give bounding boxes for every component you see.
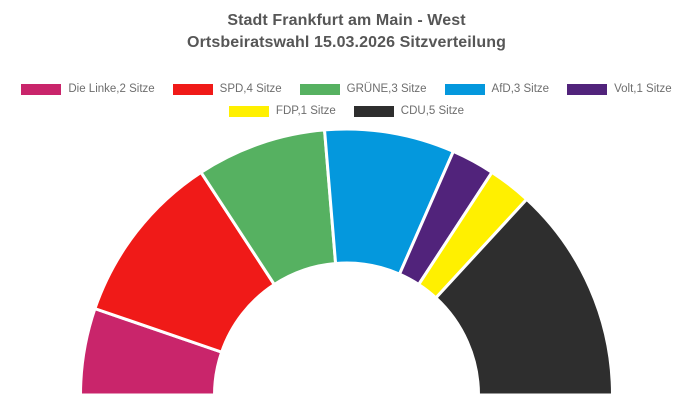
- legend-swatch-icon-fdp: [228, 105, 269, 117]
- legend-row-2: FDP,1 Sitze CDU,5 Sitze: [0, 100, 693, 122]
- legend-swatch-icon-cdu: [353, 105, 394, 117]
- chart-title-line-2: Ortsbeiratswahl 15.03.2026 Sitzverteilun…: [187, 34, 506, 51]
- legend-item-gruene[interactable]: GRÜNE,3 Sitze: [299, 82, 427, 95]
- chart-title: Stadt Frankfurt am Main - West Ortsbeira…: [0, 10, 693, 54]
- legend-swatch-icon-die-linke: [21, 83, 62, 95]
- legend-item-afd[interactable]: AfD,3 Sitze: [444, 82, 550, 95]
- legend-label-fdp: FDP,1 Sitze: [275, 104, 336, 117]
- seat-arc-slice-cdu[interactable]: [434, 197, 614, 397]
- legend-item-fdp[interactable]: FDP,1 Sitze: [228, 104, 336, 117]
- legend-row-1: Die Linke,2 Sitze SPD,4 Sitze GRÜNE,3 Si…: [0, 78, 693, 100]
- legend-label-gruene: GRÜNE,3 Sitze: [346, 82, 427, 95]
- chart-legend: Die Linke,2 Sitze SPD,4 Sitze GRÜNE,3 Si…: [0, 78, 693, 122]
- legend-label-spd: SPD,4 Sitze: [219, 82, 282, 95]
- legend-item-volt[interactable]: Volt,1 Sitze: [567, 82, 672, 95]
- legend-label-cdu: CDU,5 Sitze: [400, 104, 465, 117]
- legend-item-cdu[interactable]: CDU,5 Sitze: [353, 104, 465, 117]
- legend-label-afd: AfD,3 Sitze: [491, 82, 550, 95]
- legend-swatch-icon-volt: [567, 83, 608, 95]
- chart-title-line-1: Stadt Frankfurt am Main - West: [227, 12, 466, 29]
- legend-label-die-linke: Die Linke,2 Sitze: [68, 82, 155, 95]
- legend-item-die-linke[interactable]: Die Linke,2 Sitze: [21, 82, 155, 95]
- legend-label-volt: Volt,1 Sitze: [614, 82, 672, 95]
- legend-swatch-icon-gruene: [299, 83, 340, 95]
- legend-item-spd[interactable]: SPD,4 Sitze: [172, 82, 282, 95]
- legend-swatch-icon-spd: [172, 83, 213, 95]
- legend-swatch-icon-afd: [444, 83, 485, 95]
